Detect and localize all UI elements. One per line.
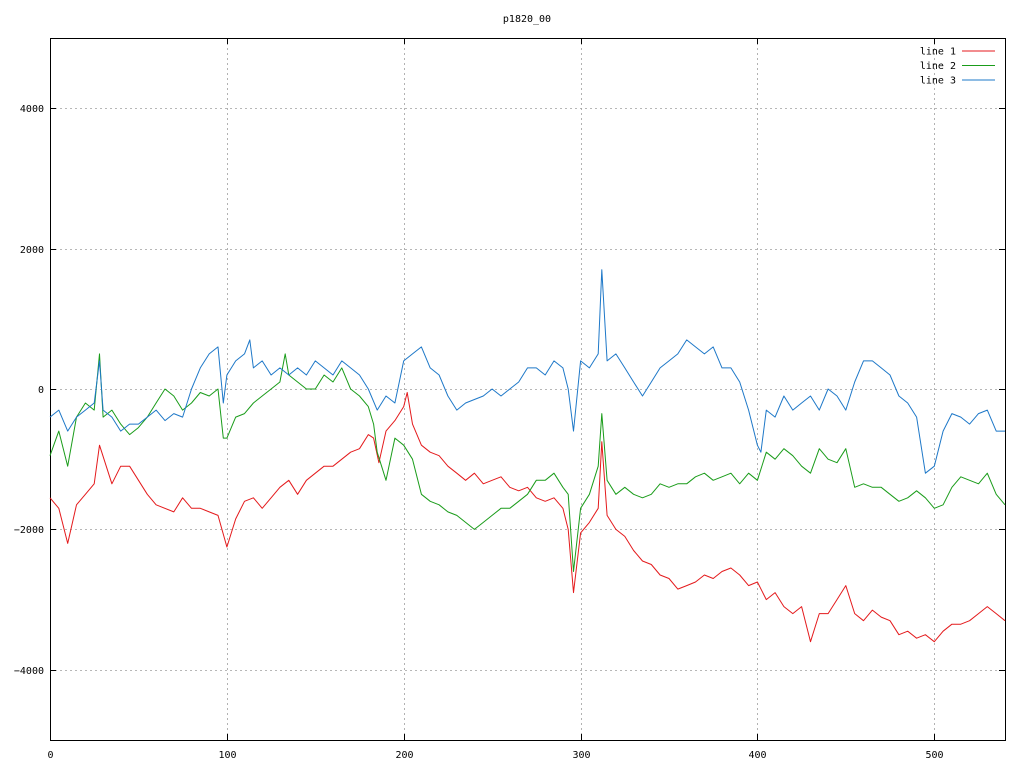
- plot-frame: [50, 38, 1006, 741]
- chart-title: p1820_00: [503, 14, 551, 25]
- series-line-1: [49, 392, 1006, 643]
- x-tick-label: 500: [925, 750, 943, 761]
- series-group: [49, 269, 1006, 643]
- y-tick-label: 2000: [20, 245, 44, 256]
- y-tick-label: 0: [38, 385, 44, 396]
- x-tick-label: 200: [395, 750, 413, 761]
- axis-ticks: [50, 38, 1005, 740]
- legend-label-2: line 2: [920, 61, 956, 72]
- legend-label-3: line 3: [920, 76, 956, 87]
- x-tick-label: 100: [218, 750, 236, 761]
- y-axis-tick-labels: −4000 −2000 0 2000 4000: [14, 104, 44, 677]
- grid-lines: [50, 38, 1005, 740]
- y-tick-label: −2000: [14, 525, 44, 536]
- x-tick-label: 0: [47, 750, 53, 761]
- x-tick-label: 400: [748, 750, 766, 761]
- y-tick-label: −4000: [14, 666, 44, 677]
- legend: line 1 line 2 line 3: [920, 47, 995, 87]
- x-tick-label: 300: [572, 750, 590, 761]
- series-line-3: [49, 269, 1005, 474]
- series-line-2: [49, 353, 1006, 572]
- legend-label-1: line 1: [920, 47, 956, 58]
- x-axis-tick-labels: 0 100 200 300 400 500: [47, 750, 943, 761]
- y-tick-label: 4000: [20, 104, 44, 115]
